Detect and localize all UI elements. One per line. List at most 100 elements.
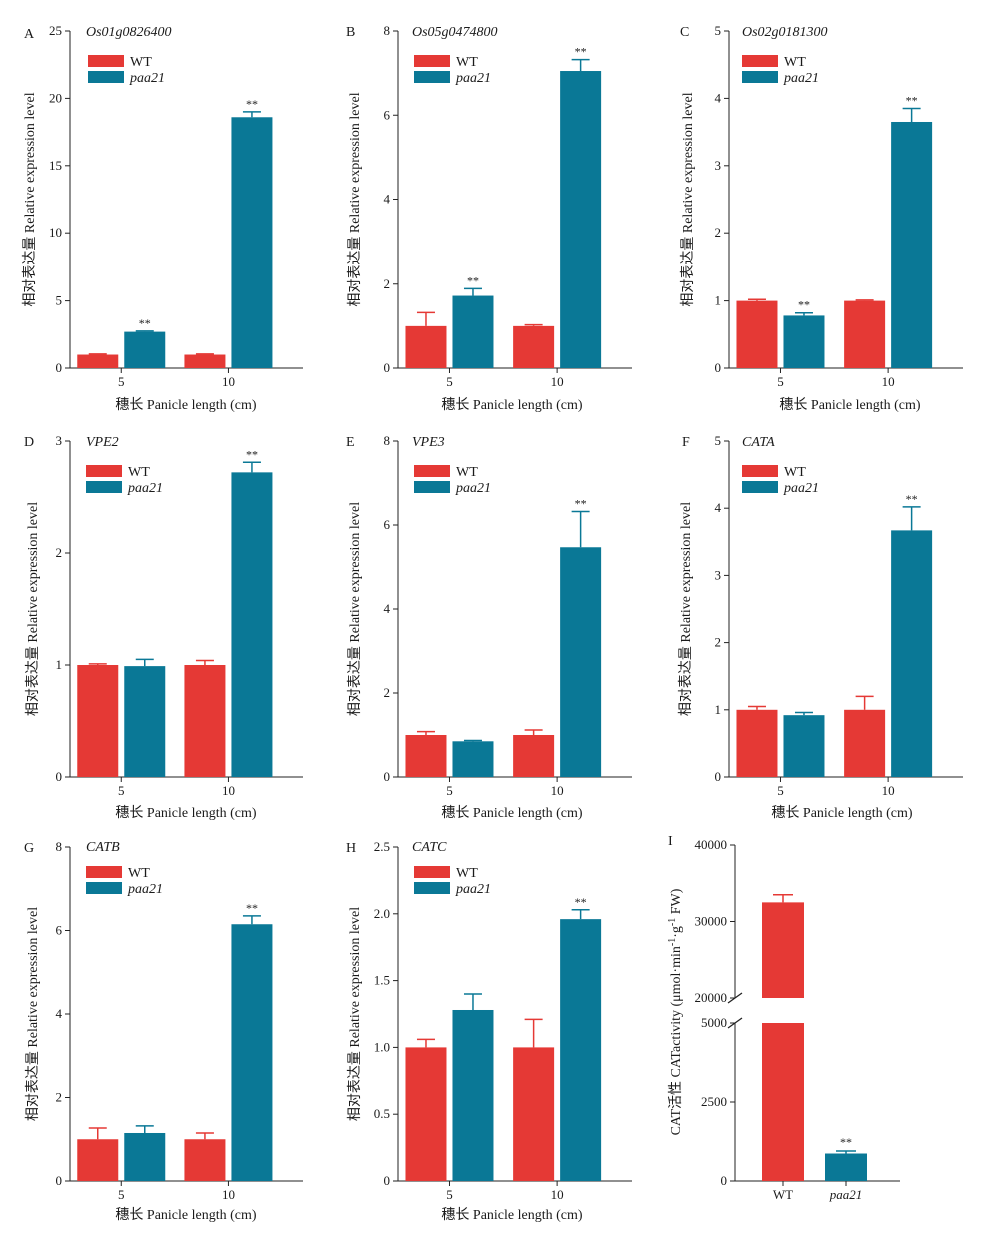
bar-wt-10 <box>184 354 226 368</box>
y-tick-label: 4 <box>384 601 391 616</box>
y-tick-label: 25 <box>49 23 62 38</box>
x-axis-title: 穗长 Panicle length (cm) <box>779 397 920 413</box>
gene-name: CATA <box>742 435 775 450</box>
y-tick-label: 30000 <box>695 914 728 929</box>
bar-wt-10 <box>513 735 555 777</box>
gene-name: Os02g0181300 <box>742 25 828 40</box>
bar-paa21-5 <box>452 295 494 368</box>
x-tick-label: paa21 <box>829 1187 863 1202</box>
y-axis-title: 相对表达量 Relative expression level <box>347 907 363 1121</box>
bar-paa21-10 <box>231 117 273 368</box>
y-tick-label: 6 <box>384 107 391 122</box>
bar-paa21-10 <box>560 547 602 777</box>
gene-name: VPE3 <box>412 435 445 450</box>
y-tick-label: 0 <box>56 769 63 784</box>
x-axis-title: 穗长 Panicle length (cm) <box>115 397 256 413</box>
x-tick-label: 5 <box>446 374 453 389</box>
x-tick-label: 10 <box>882 783 895 798</box>
bar-wt-10 <box>513 1047 555 1181</box>
bar-paa21-10 <box>231 924 273 1181</box>
legend-swatch-paa21 <box>414 882 450 894</box>
y-axis-title-part: FW) <box>669 888 684 918</box>
legend-label-wt: WT <box>456 465 478 480</box>
y-tick-label: 4 <box>715 500 722 515</box>
y-tick-label: 6 <box>384 517 391 532</box>
legend-swatch-paa21 <box>88 71 124 83</box>
bar-paa21-5 <box>124 666 166 777</box>
x-tick-label: 5 <box>446 783 453 798</box>
gene-name: CATB <box>86 840 120 855</box>
legend-label-wt: WT <box>128 465 150 480</box>
y-tick-label: 5 <box>715 23 722 38</box>
bar-paa21-5 <box>124 1132 166 1181</box>
y-tick-label: 20 <box>49 90 62 105</box>
legend-label-paa21: paa21 <box>783 481 819 496</box>
y-tick-label: 2.0 <box>374 906 390 921</box>
y-tick-label: 8 <box>384 433 391 448</box>
y-tick-label: 1.0 <box>374 1039 390 1054</box>
bar-paa21-10 <box>231 472 273 777</box>
bar-wt-10 <box>844 300 886 368</box>
x-tick-label: 10 <box>222 1187 235 1202</box>
y-axis-title: 相对表达量 Relative expression level <box>347 92 363 306</box>
y-tick-label: 4 <box>56 1006 63 1021</box>
y-tick-label: 0 <box>384 769 391 784</box>
y-axis-title: 相对表达量 Relative expression level <box>22 92 38 306</box>
significance-label: ** <box>467 273 479 287</box>
y-tick-label: 3 <box>715 158 722 173</box>
y-axis-title: CAT活性 CATactivity (μmol·min-1·g-1 FW) <box>667 888 685 1135</box>
y-tick-label: 0 <box>715 769 722 784</box>
y-axis-title: 相对表达量 Relative expression level <box>680 92 696 306</box>
x-axis-title: 穗长 Panicle length (cm) <box>441 397 582 413</box>
x-tick-label: 5 <box>118 783 125 798</box>
legend-swatch-paa21 <box>414 71 450 83</box>
gene-name: VPE2 <box>86 435 119 450</box>
bar-paa21-5 <box>783 315 825 368</box>
gene-name: Os05g0474800 <box>412 25 498 40</box>
y-axis-title: 相对表达量 Relative expression level <box>25 502 41 716</box>
bar-paa21-5 <box>452 741 494 777</box>
bar-wt-10 <box>513 325 555 368</box>
significance-label: ** <box>246 447 258 461</box>
legend-swatch-paa21 <box>86 481 122 493</box>
legend-label-wt: WT <box>456 866 478 881</box>
significance-label: ** <box>798 298 810 312</box>
bar-paa21 <box>825 1153 867 1181</box>
y-tick-label: 2 <box>56 545 63 560</box>
bar-paa21-10 <box>560 919 602 1181</box>
significance-label: ** <box>575 45 587 59</box>
legend-label-paa21: paa21 <box>455 882 491 897</box>
bar-wt-10 <box>844 709 886 777</box>
y-axis-title-part: -1 <box>667 938 678 946</box>
y-tick-label: 6 <box>56 923 63 938</box>
x-tick-label: 5 <box>777 783 784 798</box>
y-tick-label: 4 <box>715 90 722 105</box>
panel-letter: E <box>346 435 355 450</box>
significance-label: ** <box>246 901 258 915</box>
legend-swatch-wt <box>86 465 122 477</box>
legend-label-paa21: paa21 <box>783 71 819 86</box>
y-axis-title: 相对表达量 Relative expression level <box>347 502 363 716</box>
x-tick-label: WT <box>773 1187 793 1202</box>
panel-letter: A <box>24 27 35 42</box>
panel-letter: C <box>680 25 689 40</box>
x-tick-label: 5 <box>118 1187 125 1202</box>
y-tick-label: 0 <box>56 360 63 375</box>
legend-swatch-paa21 <box>414 481 450 493</box>
legend-swatch-wt <box>414 465 450 477</box>
y-tick-label: 2 <box>715 225 722 240</box>
y-tick-label: 4 <box>384 192 391 207</box>
significance-label: ** <box>139 316 151 330</box>
legend-swatch-wt <box>414 55 450 67</box>
x-tick-label: 10 <box>551 1187 564 1202</box>
bar-wt-5 <box>405 1047 447 1181</box>
x-axis-title: 穗长 Panicle length (cm) <box>115 1207 256 1223</box>
y-tick-label: 5000 <box>701 1015 727 1030</box>
y-tick-label: 3 <box>56 433 63 448</box>
x-axis-title: 穗长 Panicle length (cm) <box>441 805 582 821</box>
panel-letter: F <box>682 435 690 450</box>
